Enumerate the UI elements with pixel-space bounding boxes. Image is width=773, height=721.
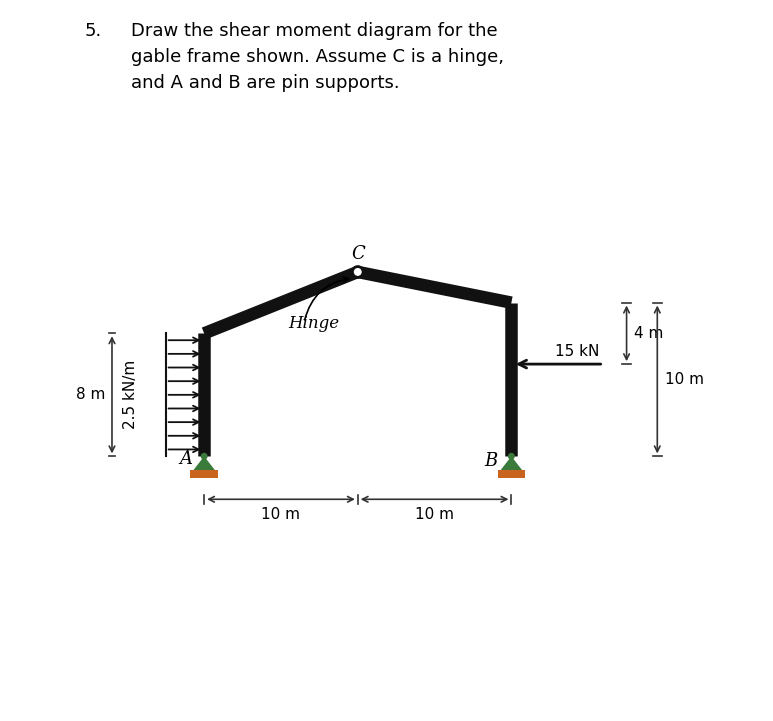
Circle shape <box>202 454 207 459</box>
Bar <box>190 470 218 478</box>
Circle shape <box>509 454 514 459</box>
Polygon shape <box>193 456 215 470</box>
Text: 10 m: 10 m <box>261 507 301 522</box>
Text: Draw the shear moment diagram for the
gable frame shown. Assume C is a hinge,
an: Draw the shear moment diagram for the ga… <box>131 22 505 92</box>
Text: Hinge: Hinge <box>288 315 340 332</box>
Bar <box>498 470 525 478</box>
Text: 8 m: 8 m <box>77 387 106 402</box>
Text: 10 m: 10 m <box>415 507 454 522</box>
Text: A: A <box>179 451 192 469</box>
Text: 4 m: 4 m <box>635 326 664 341</box>
Text: 15 kN: 15 kN <box>554 345 599 360</box>
Text: 5.: 5. <box>85 22 102 40</box>
Text: B: B <box>485 452 498 470</box>
Text: 2.5 kN/m: 2.5 kN/m <box>123 360 138 430</box>
Text: C: C <box>351 244 365 262</box>
Circle shape <box>352 267 363 278</box>
Polygon shape <box>501 456 522 470</box>
Text: 10 m: 10 m <box>665 372 704 387</box>
